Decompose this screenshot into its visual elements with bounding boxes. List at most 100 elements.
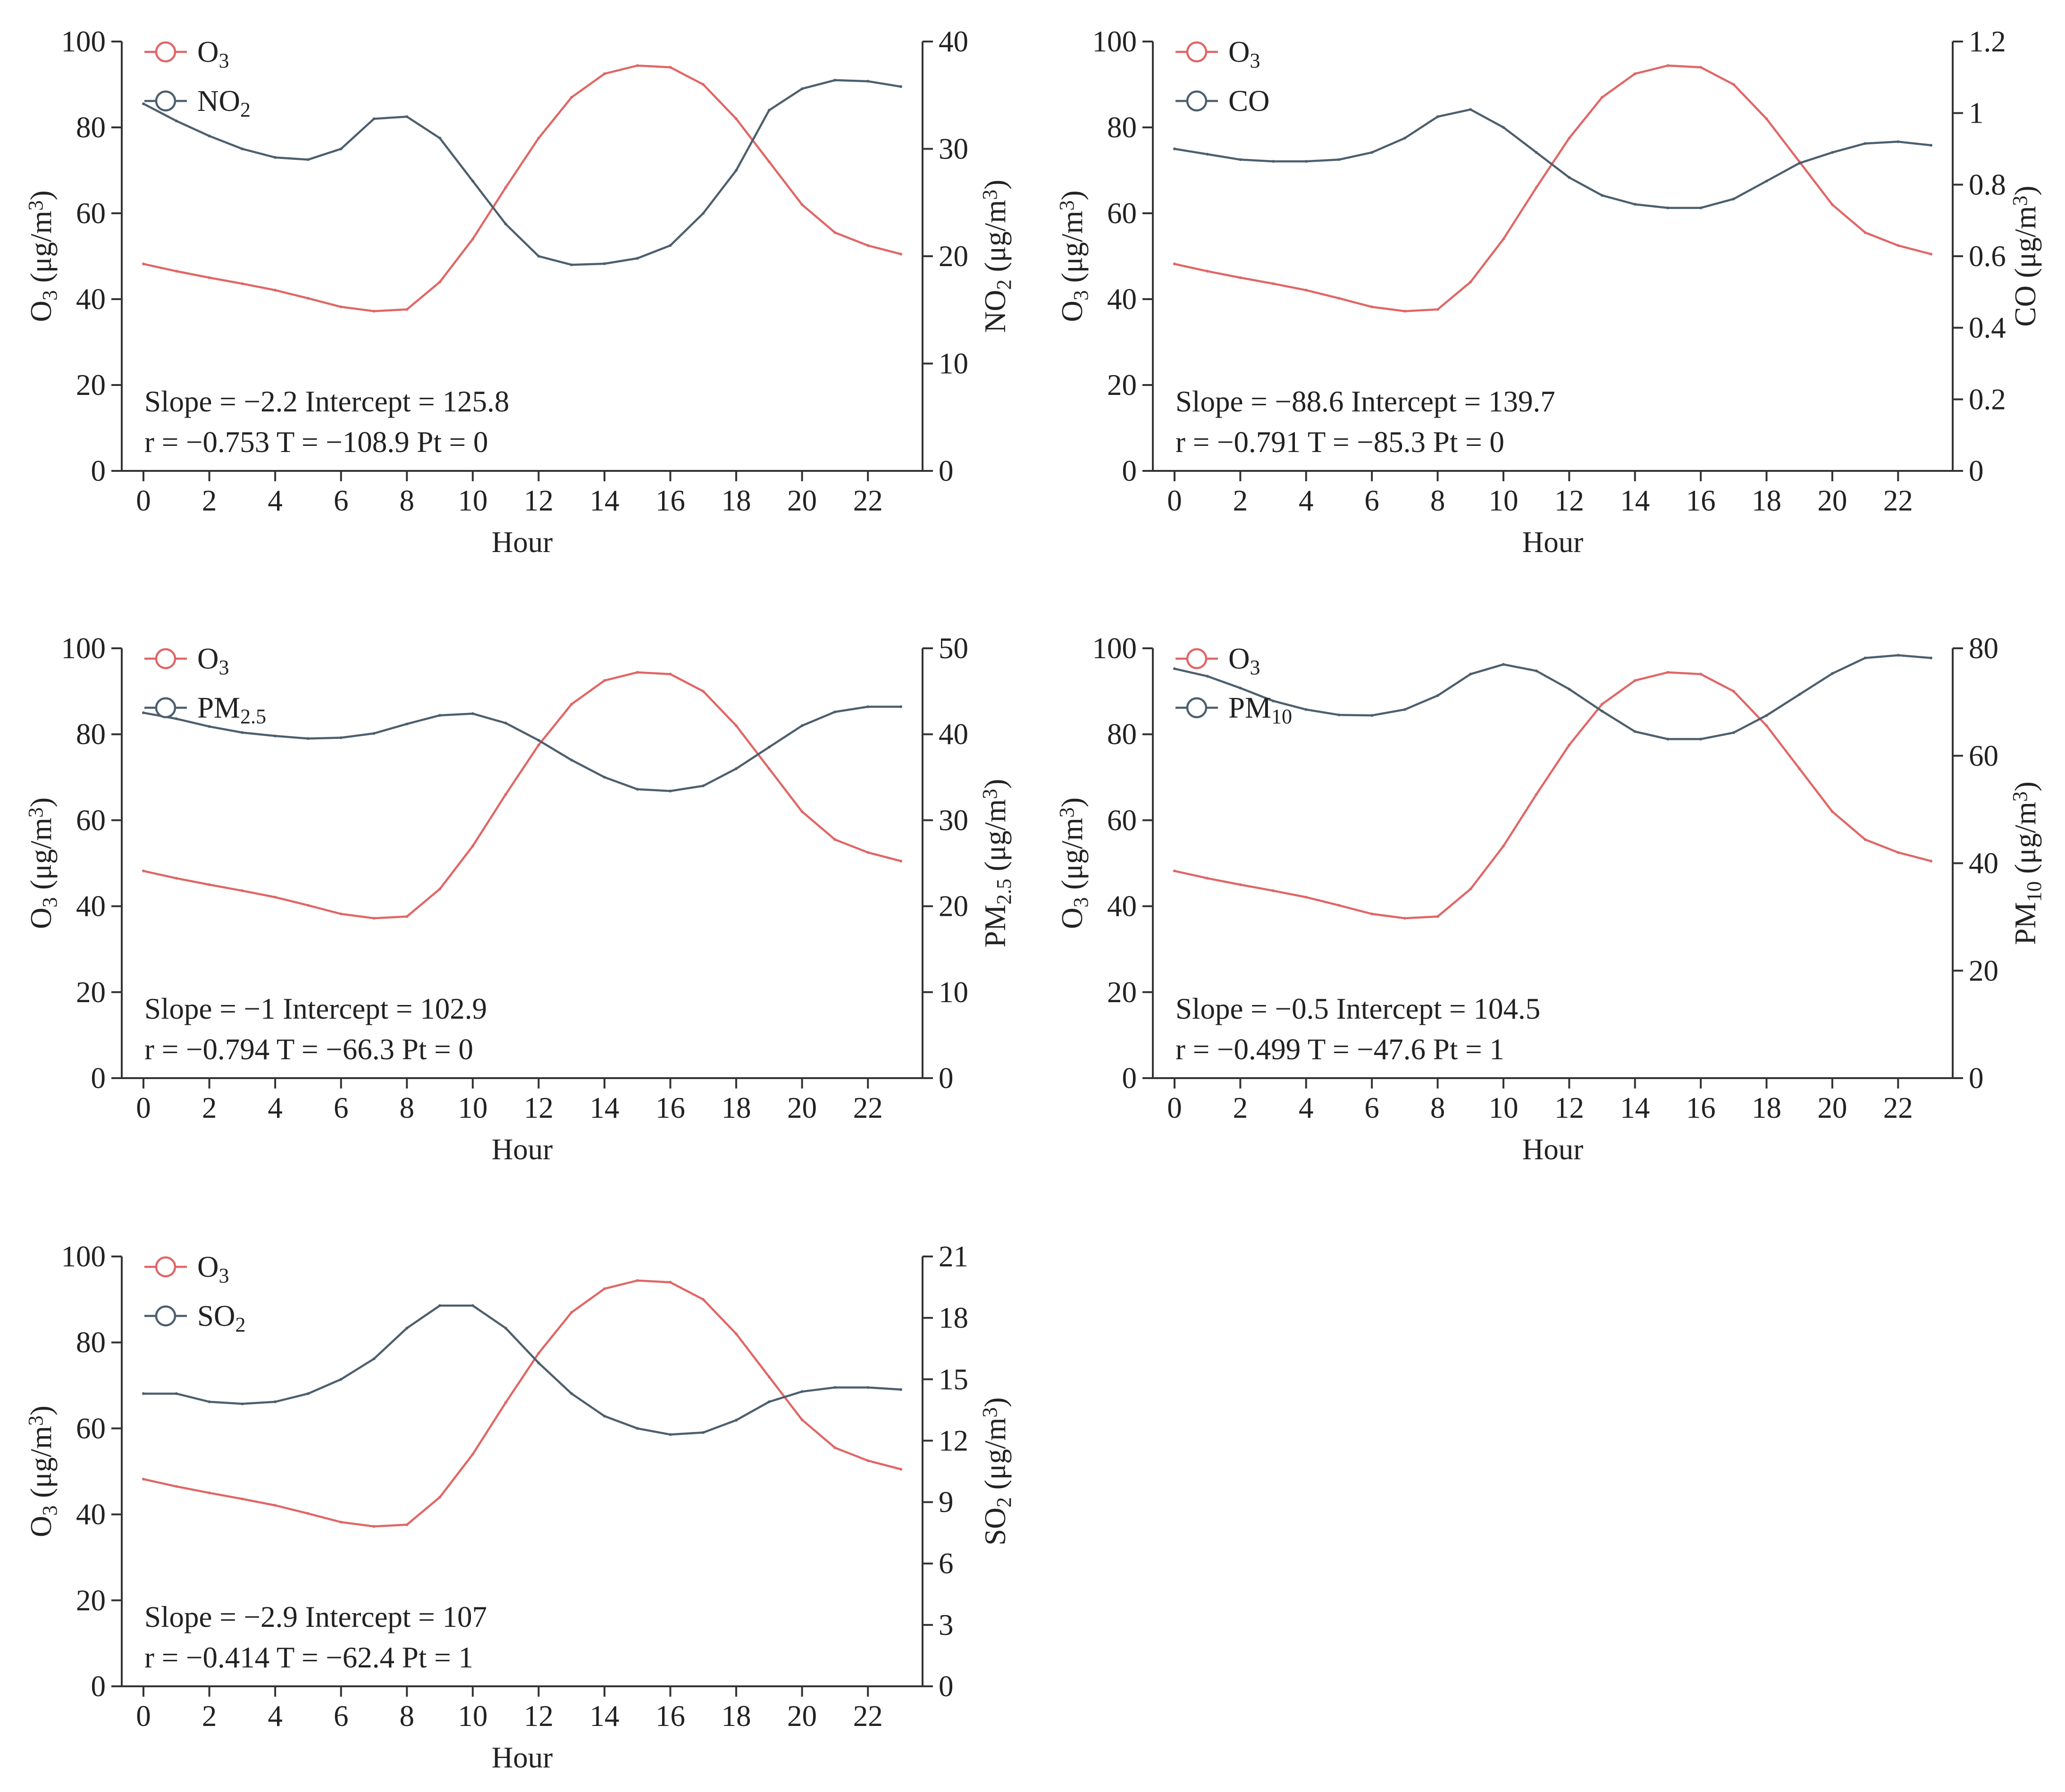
right-y-axis-label: CO (μg/m3) [2008,185,2042,327]
o3-data-point [603,679,606,682]
legend-label-base: O [1228,642,1250,675]
legend-marker-2 [1186,90,1208,112]
right-y-tick-label: 0 [1969,1062,1984,1095]
right-y-tick-label: 3 [939,1608,954,1641]
legend-marker-1 [1186,41,1208,63]
x-tick-label: 14 [589,1091,619,1124]
o3-data-point [1699,66,1703,69]
pollutant-data-point [372,117,376,120]
pollutant-data-point [1502,663,1505,666]
pollutant-data-point [208,725,211,728]
o3-data-point [767,767,771,770]
o3-data-point [1830,810,1834,813]
chart-panel-5: 0 20 40 60 80 100 0 3 6 9 12 15 18 21 0 2 4 6 8 10 12 14 16 18 2… [24,1240,1016,1774]
pollutant-data-point [1469,108,1472,111]
pollutant-data-point [767,745,771,749]
pollutant-data-point [1370,714,1374,717]
pollutant-data-point [1304,708,1308,711]
x-tick-label: 20 [1817,1091,1847,1124]
legend-label-1: O3 [197,35,229,72]
left-y-axis-label-subscript: 3 [1069,290,1092,301]
pollutant-data-point [438,714,442,717]
pollutant-data-point [603,776,606,779]
left-y-axis-label: O3 (μg/m3) [1055,191,1092,322]
o3-series-line [142,671,902,920]
x-tick-label: 18 [722,1091,751,1124]
o3-data-point [800,1418,804,1422]
o3-data-point [1765,117,1768,120]
right-y-axis-label-close: ) [2009,185,2042,195]
legend-marker-1 [1186,648,1208,670]
right-y-axis-label-base: PM [2009,902,2042,945]
o3-data-point [636,64,639,67]
pollutant-data-point [1568,687,1571,691]
pollutant-data-point [603,1415,606,1418]
legend-label-base: SO [197,1299,235,1332]
left-y-axis-label-base: O [1056,301,1089,322]
pollutant-data-point [735,767,738,770]
pollutant-data-point [405,1326,409,1330]
x-axis-label: Hour [1522,1133,1583,1166]
right-y-tick-label: 40 [1969,847,1998,880]
legend-label-subscript: 2 [240,98,251,121]
right-y-tick-label: 6 [939,1547,954,1580]
o3-data-point [1272,282,1275,285]
pollutant-data-point [1272,699,1275,703]
o3-data-point [175,1485,178,1488]
pollutant-data-point [504,222,507,226]
pollutant-data-point [899,1388,902,1391]
x-tick-label: 6 [334,484,349,517]
chart-panel-2: 0 20 40 60 80 100 0 0.2 0.4 0.6 0.8 1 1.2 0 2 4 6 8 10 12 14… [1055,25,2042,559]
pollutant-data-point [241,731,244,734]
legend-marker-1 [155,1256,176,1278]
x-tick-label: 6 [1364,484,1379,517]
pollutant-data-point [537,1361,540,1365]
o3-data-point [1666,64,1670,67]
pollutant-data-point [1601,710,1604,713]
left-y-axis-label-close: ) [25,797,58,807]
o3-data-point [537,136,540,140]
right-y-tick-label: 20 [1969,954,1998,987]
o3-data-point [142,869,145,872]
pollutant-data-point [1535,151,1538,154]
left-y-axis-label: O3 (μg/m3) [24,797,61,929]
stats-line-2: r = −0.414 T = −62.4 Pt = 1 [144,1641,473,1674]
left-y-tick-label: 60 [76,1412,106,1445]
o3-data-point [208,276,211,279]
pollutant-data-point [1568,176,1571,179]
o3-data-point [1864,838,1867,841]
x-tick-label: 22 [1883,484,1913,517]
left-y-axis-label-superscript: 3 [1055,807,1078,818]
o3-data-point [1337,904,1341,907]
legend-label-base: PM [197,691,240,724]
x-tick-label: 10 [1488,1091,1518,1124]
left-y-tick-label: 40 [1107,890,1137,923]
pollutant-data-point [1239,687,1242,690]
left-y-tick-label: 60 [76,197,106,230]
right-y-axis-label-unit: (μg/m [979,200,1012,280]
legend-label-base: O [1228,35,1250,68]
right-y-tick-label: 0.6 [1969,240,2006,273]
left-y-axis-label-superscript: 3 [24,1415,47,1426]
pollutant-data-point [636,787,639,791]
pollutant-data-point [405,115,409,118]
right-y-axis-label-unit: (μg/m [979,1417,1012,1497]
pollutant-data-point [438,136,442,140]
x-tick-label: 2 [202,1700,217,1733]
o3-data-point [767,160,771,163]
pollutant-data-point [735,1419,738,1422]
left-y-axis-label-superscript: 3 [24,807,47,818]
right-y-tick-label: 18 [939,1301,968,1334]
x-axis-label: Hour [492,1741,553,1774]
pollutant-data-point [208,134,211,138]
pollutant-data-point [208,1400,211,1404]
legend-label-2: CO [1228,84,1270,117]
stats-line-1: Slope = −2.9 Intercept = 107 [144,1600,487,1633]
o3-data-point [1206,877,1209,880]
pollutant-data-point [570,1392,573,1395]
right-y-tick-label: 50 [939,632,968,665]
o3-data-point [306,1512,310,1515]
o3-data-point [1930,252,1932,256]
left-y-tick-label: 80 [76,111,106,144]
right-y-tick-label: 60 [1969,739,1998,772]
